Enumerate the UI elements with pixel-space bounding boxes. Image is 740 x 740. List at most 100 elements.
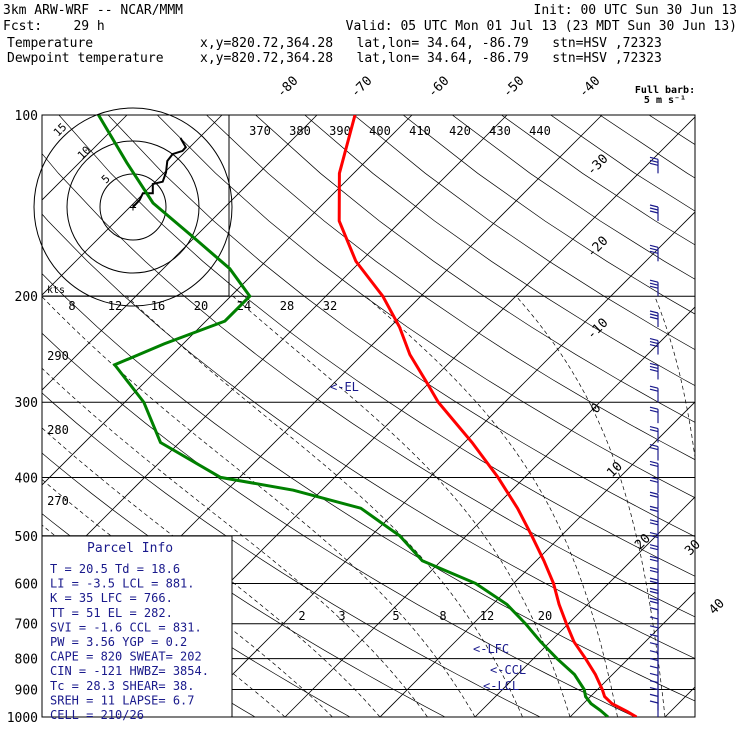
wind-barb [649, 310, 659, 328]
theta-e-label: 400 [369, 124, 391, 138]
parcel-info-row: PW = 3.56 YGP = 0.2 [50, 635, 187, 649]
pressure-tick-label: 800 [15, 653, 38, 668]
parcel-info-row: CIN = -121 HWBZ= 3854. [50, 664, 209, 678]
wind-barb [649, 476, 659, 494]
mixing-ratio-label: 8 [439, 609, 446, 623]
dry-adiabat [304, 115, 695, 386]
init-time: Init: 00 UTC Sun 30 Jun 13 [534, 3, 738, 18]
hodo-ring-15 [33, 107, 233, 307]
mixing-ratio-label: 20 [194, 299, 208, 313]
mixing-ratio-label: 12 [480, 609, 494, 623]
moist-adiabat [654, 296, 695, 461]
el-marker: <-EL [330, 380, 359, 394]
forecast-hour: Fcst: 29 h [3, 19, 105, 34]
parcel-info-row: SVI = -1.6 CCL = 831. [50, 620, 202, 634]
wind-barb [649, 555, 659, 573]
dry-adiabat [452, 115, 695, 280]
hodograph-trace [132, 137, 188, 208]
parcel-info-title: Parcel Info [87, 541, 173, 556]
wind-barb [649, 505, 659, 523]
theta-e-label: 440 [529, 124, 551, 138]
hodo-origin-marker: + [129, 200, 136, 214]
mixing-ratio-label: 5 [392, 609, 399, 623]
pressure-tick-label: 600 [15, 577, 38, 592]
dry-adiabat [42, 332, 636, 717]
wind-barb [649, 244, 659, 262]
dewpoint-profile [97, 115, 609, 717]
wind-barb [649, 607, 659, 624]
dry-adiabat [58, 115, 695, 577]
plot-frame [41, 114, 696, 718]
isotherm-label: -20 [584, 234, 611, 261]
wind-barb [649, 385, 659, 403]
hodo-kts-label: kts [47, 285, 65, 296]
pressure-tick-label: 200 [15, 290, 38, 305]
isotherm-label: -50 [500, 74, 527, 101]
isotherm-line [189, 211, 695, 717]
mixing-ratio-label: 12 [108, 299, 122, 313]
dry-adiabat [157, 115, 695, 499]
parcel-info-row: LI = -3.5 LCL = 881. [50, 577, 195, 591]
pressure-tick-label: 900 [15, 683, 38, 698]
isotherm-label: -10 [584, 316, 611, 343]
temperature-legend: Temperature [7, 36, 93, 51]
mixing-ratio-label: 20 [538, 609, 552, 623]
pressure-tick-label: 500 [15, 530, 38, 545]
wind-barb [649, 362, 659, 380]
pressure-tick-label: 400 [15, 471, 38, 486]
mixing-ratio-label: 8 [68, 299, 75, 313]
pressure-tick-label: 1000 [7, 711, 38, 726]
pressure-tick-label: 300 [15, 396, 38, 411]
wind-barb [649, 700, 659, 717]
theta-label: 270 [47, 494, 69, 508]
moist-adiabat [365, 295, 618, 717]
hodo-ring-10 [66, 140, 200, 274]
isotherm-label: -40 [576, 74, 603, 101]
isotherm-line [379, 401, 695, 717]
wind-barb [649, 156, 659, 174]
dewpoint-legend: Dewpoint temperature [7, 51, 164, 66]
lfc-marker: <-LFC [473, 642, 509, 656]
wind-barb [649, 625, 659, 642]
theta-e-label: 390 [329, 124, 351, 138]
background-grid [42, 115, 740, 730]
wind-barb [649, 279, 659, 297]
dry-adiabat [599, 115, 695, 179]
moist-adiabat [42, 524, 286, 717]
wind-barb [649, 406, 659, 424]
dry-adiabat [42, 392, 541, 717]
mixing-ratio-label: 16 [151, 299, 165, 313]
lcl-marker: <-LCL [483, 679, 519, 693]
pressure-tick-label: 100 [15, 109, 38, 124]
isotherm-line [42, 115, 508, 581]
dewpoint-station-info: x,y=820.72,364.28 lat,lon= 34.64, -86.79… [200, 51, 662, 66]
wind-barb [649, 204, 659, 222]
parcel-info-panel: Parcel Info T = 20.5 Td = 18.6LI = -3.5 … [41, 535, 233, 722]
isotherm-label: 20 [632, 531, 654, 553]
hodograph: 5 10 15 kts + [33, 107, 233, 307]
dry-adiabat [206, 115, 695, 461]
isotherm-line [664, 686, 695, 717]
isotherm-label: -30 [584, 152, 611, 179]
valid-time: Valid: 05 UTC Mon 01 Jul 13 (23 MDT Sun … [346, 19, 737, 34]
hodo-ring-label-5: 5 [99, 172, 113, 186]
isotherm-line [474, 496, 695, 717]
isotherm-line [42, 115, 413, 486]
isotherm-label: 30 [682, 537, 704, 559]
wind-barb [649, 491, 659, 509]
dry-adiabat [107, 115, 695, 537]
dry-adiabat [698, 115, 740, 730]
theta-e-label: 370 [249, 124, 271, 138]
parcel-info-row: T = 20.5 Td = 18.6 [50, 562, 180, 576]
isotherm-line [284, 306, 695, 717]
dry-adiabat [255, 115, 695, 423]
parcel-info-row: TT = 51 EL = 282. [50, 606, 173, 620]
temperature-profile [337, 115, 638, 717]
full-barb-label: Full barb: [635, 85, 695, 96]
isotherm-label: -70 [348, 74, 375, 101]
pressure-tick-label: 700 [15, 618, 38, 633]
isotherm-label: -60 [425, 74, 452, 101]
mixing-ratio-label: 28 [280, 299, 294, 313]
mixing-ratio-label: 3 [338, 609, 345, 623]
